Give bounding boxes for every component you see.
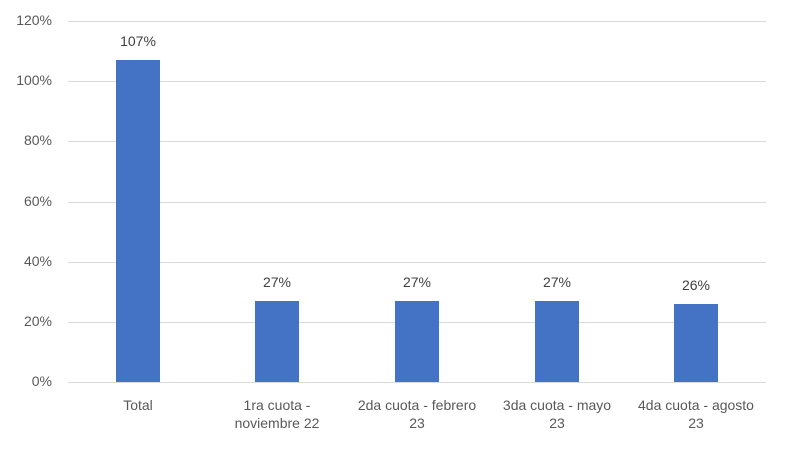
x-axis-category-label: Total: [68, 396, 208, 414]
gridline: [68, 202, 766, 203]
x-axis-category-label: 2da cuota - febrero 23: [347, 396, 487, 432]
data-label: 27%: [542, 274, 572, 290]
data-label: 107%: [120, 33, 156, 49]
y-axis-tick-label: 60%: [23, 193, 52, 209]
bar: [255, 301, 299, 382]
data-label: 27%: [262, 274, 292, 290]
x-axis-category-label: 1ra cuota - noviembre 22: [207, 396, 347, 432]
x-axis-label-line: 2da cuota - febrero: [357, 397, 477, 413]
gridline: [68, 81, 766, 82]
y-axis-tick-label: 120%: [16, 12, 52, 28]
x-axis-label-line: 23: [688, 415, 704, 431]
bar: [674, 304, 718, 382]
y-axis-tick-label: 100%: [16, 72, 52, 88]
x-axis-label-line: 3da cuota - mayo: [502, 397, 612, 413]
data-label: 27%: [402, 274, 432, 290]
bar: [395, 301, 439, 382]
y-axis-tick-label: 20%: [23, 313, 52, 329]
y-axis-tick-label: 80%: [23, 132, 52, 148]
bar: [535, 301, 579, 382]
gridline: [68, 262, 766, 263]
x-axis-label-line: 1ra cuota -: [243, 397, 311, 413]
x-axis-category-label: 3da cuota - mayo 23: [487, 396, 627, 432]
x-axis-label-line: 23: [549, 415, 565, 431]
bar: [116, 60, 160, 382]
x-axis-label-line: 4da cuota - agosto: [638, 397, 754, 413]
x-axis-label-line: 23: [409, 415, 425, 431]
gridline: [68, 382, 766, 383]
x-axis-category-label: 4da cuota - agosto 23: [626, 396, 766, 432]
data-label: 26%: [681, 277, 711, 293]
x-axis-label-line: noviembre 22: [234, 415, 320, 431]
y-axis-tick-label: 40%: [23, 253, 52, 269]
gridline: [68, 141, 766, 142]
x-axis-label-line: Total: [123, 397, 153, 413]
gridline: [68, 21, 766, 22]
y-axis-tick-label: 0%: [31, 373, 52, 389]
